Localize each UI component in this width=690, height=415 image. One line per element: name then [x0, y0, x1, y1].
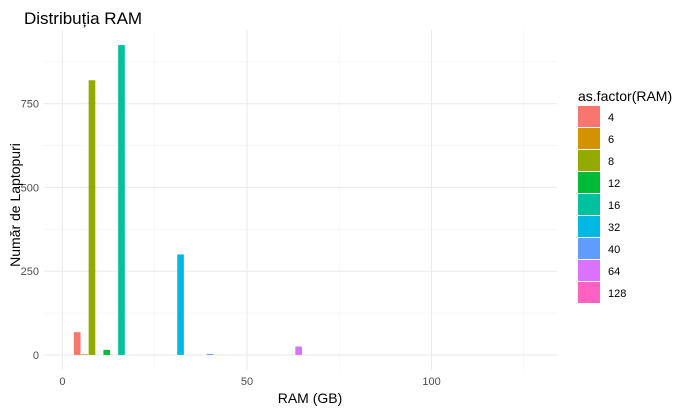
bar-ram-8 — [88, 80, 96, 355]
y-tick-label: 0 — [33, 350, 39, 362]
bar-ram-40 — [206, 353, 214, 355]
bar-ram-64 — [295, 346, 302, 355]
y-tick-label: 750 — [21, 99, 39, 111]
x-tick-label: 0 — [59, 376, 65, 388]
x-tick-label: 100 — [422, 376, 440, 388]
legend-key-6 — [578, 128, 600, 149]
legend-label-16: 16 — [608, 200, 620, 212]
bar-ram-4 — [73, 332, 81, 355]
legend-label-40: 40 — [608, 244, 620, 256]
bar-ram-32 — [177, 254, 184, 355]
x-axis-title: RAM (GB) — [278, 390, 343, 406]
legend-key-8 — [578, 150, 600, 171]
bar-ram-16 — [118, 45, 125, 355]
legend-label-32: 32 — [608, 222, 620, 234]
y-tick-label: 250 — [21, 266, 39, 278]
legend-label-6: 6 — [608, 134, 614, 146]
legend-key-64 — [578, 260, 600, 281]
legend: as.factor(RAM) 4 6 8 12 16 32 40 64 128 — [578, 88, 672, 303]
tick-labels: 0 50 100 0 250 500 750 — [21, 99, 441, 388]
bar-ram-6 — [81, 354, 88, 355]
legend-key-128 — [578, 282, 600, 303]
y-axis-title: Număr de Laptopuri — [7, 143, 23, 267]
legend-label-12: 12 — [608, 178, 620, 190]
y-tick-label: 500 — [21, 182, 39, 194]
legend-label-4: 4 — [608, 112, 614, 124]
legend-key-12 — [578, 172, 600, 193]
legend-title: as.factor(RAM) — [578, 88, 672, 104]
bars — [73, 45, 302, 355]
x-tick-label: 50 — [241, 376, 253, 388]
legend-key-40 — [578, 238, 600, 259]
chart-title: Distribuția RAM — [24, 9, 142, 28]
legend-key-32 — [578, 216, 600, 237]
legend-label-8: 8 — [608, 156, 614, 168]
grid — [44, 30, 557, 370]
legend-key-16 — [578, 194, 600, 215]
legend-key-4 — [578, 106, 600, 127]
bar-ram-12 — [103, 349, 111, 355]
legend-label-128: 128 — [608, 288, 626, 300]
legend-label-64: 64 — [608, 266, 620, 278]
